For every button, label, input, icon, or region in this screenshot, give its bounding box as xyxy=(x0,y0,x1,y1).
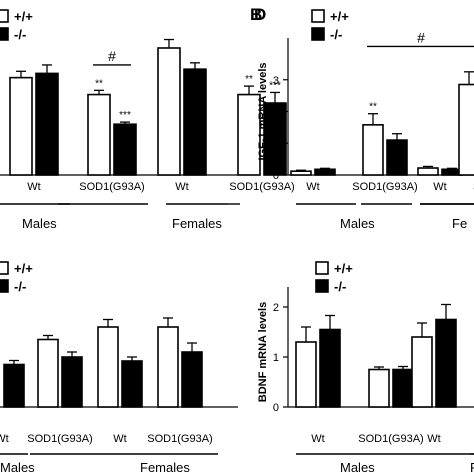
panel3-legend-label: -/- xyxy=(14,279,26,294)
panel4-letter: D xyxy=(254,5,266,24)
panel4-bar-ko xyxy=(435,318,457,408)
panel2-x-tick-label: SOD1(G93A) xyxy=(352,181,417,193)
panel2-y-tick-label: 1 xyxy=(273,138,279,150)
panel1-legend-label: -/- xyxy=(14,27,26,42)
panel2-bar-wt xyxy=(458,83,474,176)
panel3-bar-wt xyxy=(37,338,59,408)
panel1-x-tick-label: Wt xyxy=(175,181,188,193)
panel4-legend-swatch-wt xyxy=(315,261,329,275)
panel3-bar-wt xyxy=(157,326,179,408)
panel1-x-tick-label: SOD1(G93A) xyxy=(229,181,294,193)
panel1-bar-ko xyxy=(183,68,207,176)
panel1-sex-label: Females xyxy=(172,216,222,231)
panel2-x-tick-label: Wt xyxy=(306,181,319,193)
panel2-letter: B xyxy=(250,5,262,24)
panel1-legend-swatch-wt xyxy=(0,9,9,23)
panel4-legend-swatch-ko xyxy=(315,279,329,293)
panel2-y-tick-label: 2 xyxy=(273,107,279,119)
panel2-y-tick-label: 0 xyxy=(273,170,279,182)
panel1-x-tick-label: Wt xyxy=(27,181,40,193)
panel4-x-tick-label: SOD1(G93A) xyxy=(358,433,423,445)
panel1-bar-wt xyxy=(87,93,111,176)
panel3-bar-ko xyxy=(121,360,143,408)
panel3-legend-label: +/+ xyxy=(14,261,33,276)
panel2-legend-swatch-wt xyxy=(311,9,325,23)
panel3-sex-label: Females xyxy=(140,460,190,474)
panel3-x-tick-label: Wt xyxy=(0,433,9,445)
panel4-legend-label: -/- xyxy=(334,279,346,294)
panel3-bar-ko xyxy=(61,356,83,408)
panel4-sex-label: Males xyxy=(340,460,375,474)
panel2-bar-ko xyxy=(386,139,408,176)
panel2-bar-ko xyxy=(314,168,336,176)
panel1-significance-mark: *** xyxy=(269,80,281,91)
panel2-bar-wt xyxy=(417,167,439,176)
panel3-x-tick-label: SOD1(G93A) xyxy=(27,433,92,445)
panel2-legend-label: -/- xyxy=(330,27,342,42)
panel3-x-tick-label: Wt xyxy=(113,433,126,445)
panel2-x-tick-label: Wt xyxy=(433,181,446,193)
panel4-legend-label: +/+ xyxy=(334,261,353,276)
panel2-significance-mark: ** xyxy=(369,102,377,113)
panel1-significance-mark: ** xyxy=(245,74,253,85)
panel1-bracket-label: # xyxy=(108,48,116,64)
panel1-significance-mark: *** xyxy=(119,110,131,121)
panel1-significance-mark: ** xyxy=(95,78,103,89)
panel1-legend-label: +/+ xyxy=(14,9,33,24)
panel4-sex-label: Fe xyxy=(470,460,474,474)
panel3-x-tick-label: SOD1(G93A) xyxy=(147,433,212,445)
panel2-bracket-label: # xyxy=(417,29,425,45)
panel4-y-tick-label: 1 xyxy=(273,352,279,364)
panel4-x-tick-label: Wt xyxy=(311,433,324,445)
panel2-legend-label: +/+ xyxy=(330,9,349,24)
panel2-legend-swatch-ko xyxy=(311,27,325,41)
panel4-y-axis-label: BDNF mRNA levels xyxy=(257,302,269,402)
panel4-bar-ko xyxy=(319,328,341,408)
panel4-bar-ko xyxy=(392,368,414,408)
panel4-x-tick-label: Wt xyxy=(427,433,440,445)
panel3-legend-swatch-wt xyxy=(0,261,9,275)
panel2-sex-label: Fe xyxy=(452,216,467,231)
panel1-sex-label: Males xyxy=(22,216,57,231)
panel3-legend-swatch-ko xyxy=(0,279,9,293)
panel1-bar-ko xyxy=(35,72,59,176)
panel4-bar-wt xyxy=(295,341,317,408)
panel1-legend-swatch-ko xyxy=(0,27,9,41)
panel2-bar-wt xyxy=(290,170,312,176)
panel3-sex-label: Males xyxy=(0,460,35,474)
panel2-bar-wt xyxy=(362,124,384,176)
panel2-y-axis-label: IGF-1 mRNA levels xyxy=(257,62,269,160)
panel3-bar-ko xyxy=(181,351,203,408)
panel2-y-tick-label: 3 xyxy=(273,75,279,87)
panel2-sex-label: Males xyxy=(340,216,375,231)
panel1-bar-wt xyxy=(9,76,33,176)
panel1-bar-wt xyxy=(157,47,181,176)
panel3-bar-ko xyxy=(3,363,25,408)
panel3-bar-wt xyxy=(97,326,119,408)
panel4-bar-wt xyxy=(368,368,390,408)
panel1-bar-ko xyxy=(113,123,137,176)
panel4-y-tick-label: 0 xyxy=(273,402,279,414)
panel4-bar-wt xyxy=(411,336,433,408)
panel4-y-tick-label: 2 xyxy=(273,302,279,314)
panel1-x-tick-label: SOD1(G93A) xyxy=(79,181,144,193)
